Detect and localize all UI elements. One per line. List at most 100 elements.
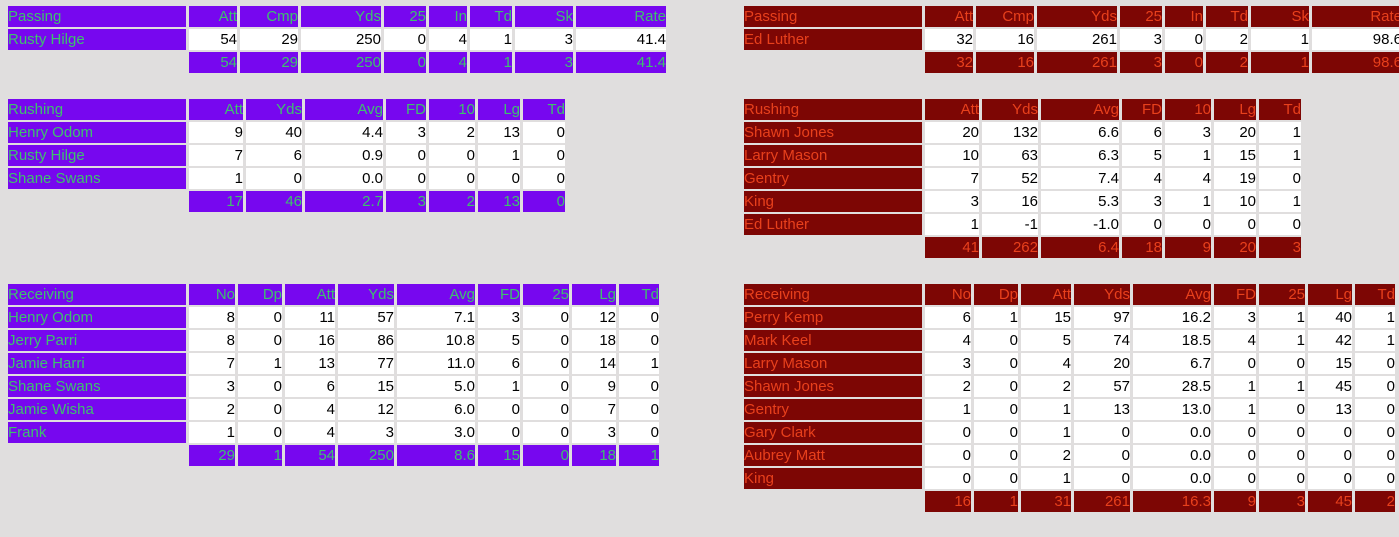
stat-cell: 0 (1259, 214, 1301, 235)
stat-cell: 20 (925, 122, 979, 143)
player-row: Aubrey Matt 0 0 2 0 0.0 0 0 0 0 (744, 445, 1395, 466)
stat-cell: 0 (925, 468, 971, 489)
column-header: 25 (1120, 6, 1162, 27)
stat-cell: 1 (1214, 376, 1256, 397)
stat-cell: 29 (240, 29, 298, 50)
player-row: Perry Kemp 6 1 15 97 16.2 3 1 40 1 (744, 307, 1395, 328)
right-passing-table: Passing Att Cmp Yds 25 In Td Sk Rate Ed Luther 32 1… (741, 4, 1399, 75)
stat-cell: 0 (238, 307, 282, 328)
total-cell: 9 (1214, 491, 1256, 512)
total-cell: 262 (982, 237, 1038, 258)
player-row: Ed Luther 1 -1 -1.0 0 0 0 0 (744, 214, 1301, 235)
totals-row: 16 1 31 261 16.3 9 3 45 2 (744, 491, 1395, 512)
column-header: Yds (338, 284, 394, 305)
stat-cell: 0 (925, 445, 971, 466)
stat-cell: 1 (1355, 307, 1395, 328)
stat-cell: 20 (1214, 122, 1256, 143)
column-header: Rate (576, 6, 666, 27)
stat-cell: 0 (974, 376, 1018, 397)
stat-cell: 6.0 (397, 399, 475, 420)
column-header: Att (285, 284, 335, 305)
player-name: Gentry (744, 168, 922, 189)
stat-cell: 0 (478, 168, 520, 189)
player-row: Shawn Jones 20 132 6.6 6 3 20 1 (744, 122, 1301, 143)
total-cell: 2 (1206, 52, 1248, 73)
player-row: Gary Clark 0 0 1 0 0.0 0 0 0 0 (744, 422, 1395, 443)
player-row: Henry Odom 9 40 4.4 3 2 13 0 (8, 122, 565, 143)
player-row: Shane Swans 3 0 6 15 5.0 1 0 9 0 (8, 376, 659, 397)
stat-cell: 0 (974, 468, 1018, 489)
player-name: Gary Clark (744, 422, 922, 443)
stat-cell: 0 (1214, 445, 1256, 466)
total-cell: 46 (246, 191, 302, 212)
column-header: Att (925, 6, 973, 27)
stat-cell: 15 (1308, 353, 1352, 374)
stat-cell: 0 (974, 422, 1018, 443)
column-header: Lg (1214, 99, 1256, 120)
stat-cell: 2 (1021, 445, 1071, 466)
stat-cell: 6.3 (1041, 145, 1119, 166)
stat-cell: 4 (1214, 330, 1256, 351)
stat-cell: 11 (285, 307, 335, 328)
left-receiving-table: Receiving No Dp Att Yds Avg FD 25 Lg Td Henry Odom… (5, 282, 662, 468)
stat-cell: 2 (1206, 29, 1248, 50)
stat-cell: 0 (1308, 468, 1352, 489)
stat-cell: 0 (1355, 399, 1395, 420)
column-header: Cmp (976, 6, 1034, 27)
stat-cell: 6 (478, 353, 520, 374)
stat-cell: 0 (523, 376, 569, 397)
stat-cell: 0 (429, 145, 475, 166)
stat-cell: 0 (1355, 422, 1395, 443)
stat-cell: 0 (974, 399, 1018, 420)
column-header: Avg (305, 99, 383, 120)
stat-cell: 0 (386, 145, 426, 166)
stat-cell: 0 (523, 353, 569, 374)
player-row: Rusty Hilge 7 6 0.9 0 0 1 0 (8, 145, 565, 166)
total-cell: 3 (1259, 491, 1305, 512)
stat-cell: 0 (1259, 422, 1305, 443)
column-header: Cmp (240, 6, 298, 27)
stat-cell: 4 (285, 422, 335, 443)
stat-cell: 3 (478, 307, 520, 328)
stat-cell: 0 (523, 330, 569, 351)
player-name: Larry Mason (744, 353, 922, 374)
stat-cell: 250 (301, 29, 381, 50)
player-name: Perry Kemp (744, 307, 922, 328)
player-row: King 0 0 1 0 0.0 0 0 0 0 (744, 468, 1395, 489)
player-name: Jamie Wisha (8, 399, 186, 420)
stat-cell: 261 (1037, 29, 1117, 50)
total-cell: 2 (1355, 491, 1395, 512)
column-header: Sk (515, 6, 573, 27)
stat-cell: 98.6 (1312, 29, 1399, 50)
column-header: Avg (1133, 284, 1211, 305)
stat-cell: 0 (619, 307, 659, 328)
column-header: Sk (1251, 6, 1309, 27)
column-header: Yds (246, 99, 302, 120)
stat-cell: 0 (523, 145, 565, 166)
right-passing-section: Passing Att Cmp Yds 25 In Td Sk Rate Ed Luther 32 1… (741, 4, 1399, 75)
totals-spacer (744, 52, 922, 73)
stat-cell: 3.0 (397, 422, 475, 443)
stat-cell: 1 (1021, 468, 1071, 489)
total-cell: 3 (515, 52, 573, 73)
column-header: Att (925, 99, 979, 120)
header-row: Passing Att Cmp Yds 25 In Td Sk Rate (8, 6, 666, 27)
stat-cell: 0 (1259, 445, 1305, 466)
stat-cell: 0 (1122, 214, 1162, 235)
header-row: Passing Att Cmp Yds 25 In Td Sk Rate (744, 6, 1399, 27)
stat-cell: 7.1 (397, 307, 475, 328)
stat-cell: 4 (429, 29, 467, 50)
column-header: Td (619, 284, 659, 305)
stat-cell: 13 (478, 122, 520, 143)
stat-cell: 0 (384, 29, 426, 50)
section-title: Passing (744, 6, 922, 27)
total-cell: 6.4 (1041, 237, 1119, 258)
stat-cell: 0 (1308, 422, 1352, 443)
total-cell: 17 (189, 191, 243, 212)
stat-cell: 57 (1074, 376, 1130, 397)
stat-cell: 6 (1122, 122, 1162, 143)
totals-row: 29 1 54 250 8.6 15 0 18 1 (8, 445, 659, 466)
stat-cell: 0 (523, 122, 565, 143)
stat-cell: 0.0 (305, 168, 383, 189)
player-row: Mark Keel 4 0 5 74 18.5 4 1 42 1 (744, 330, 1395, 351)
